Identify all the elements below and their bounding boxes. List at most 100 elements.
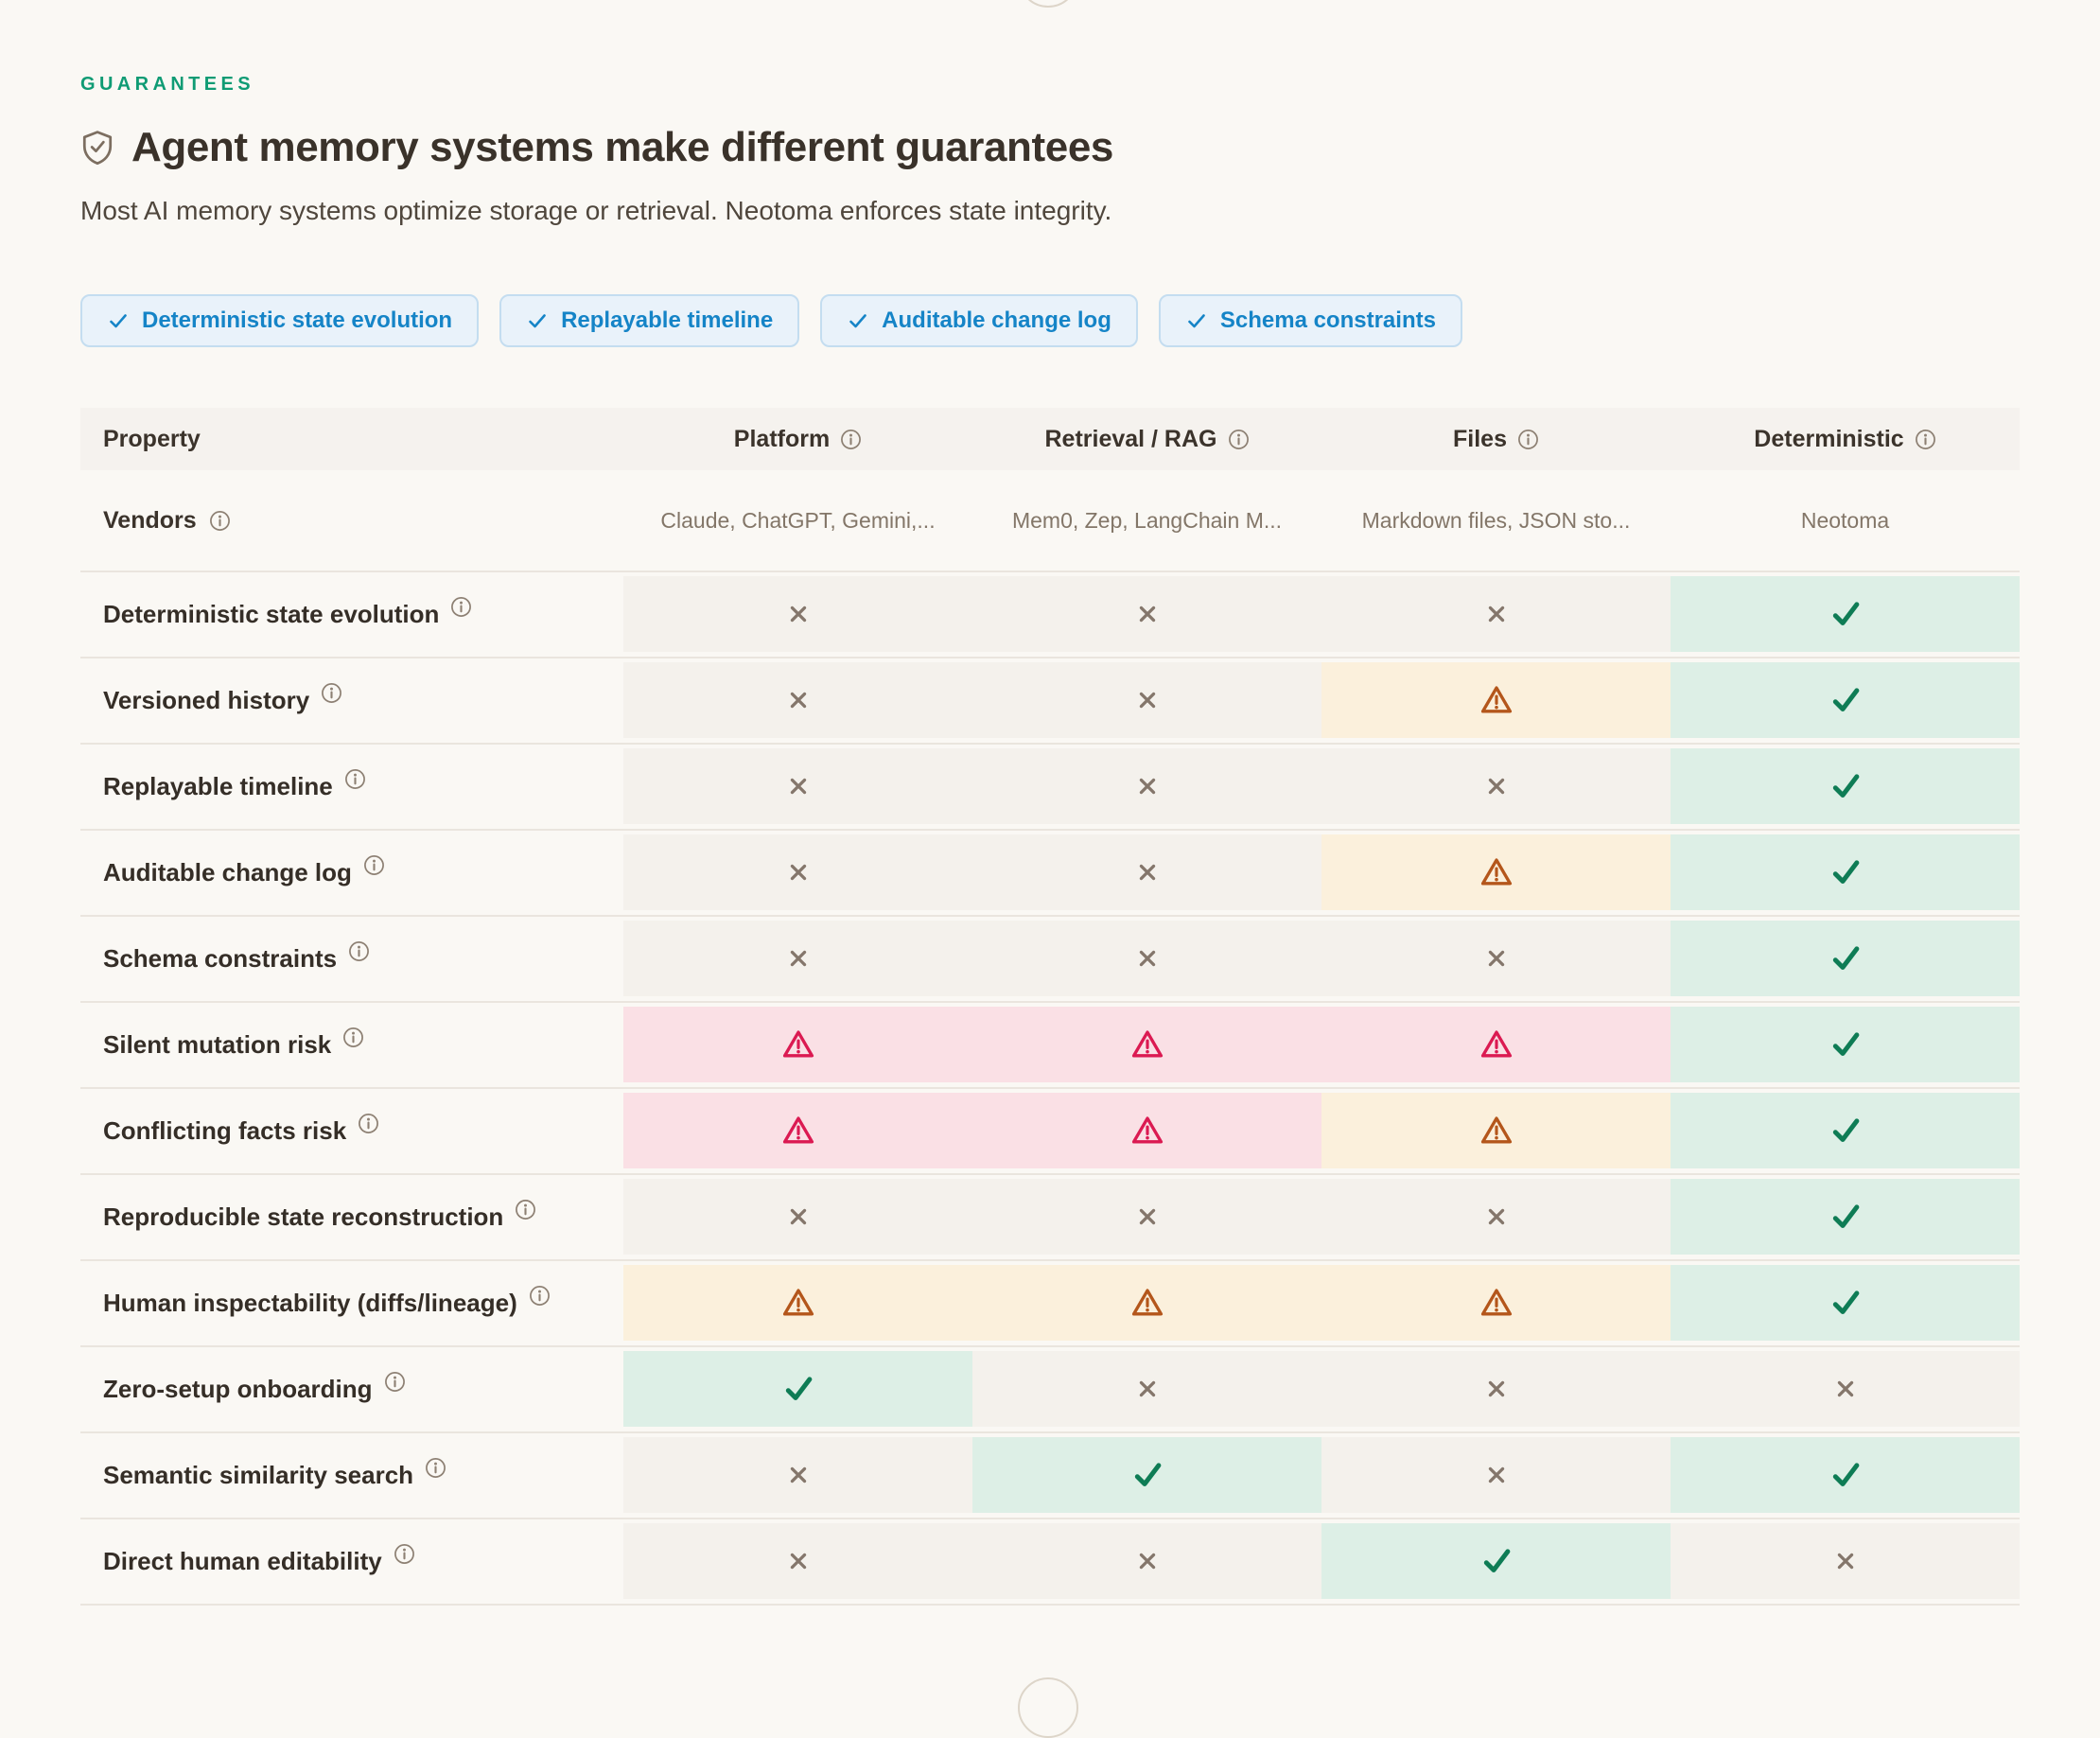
x-icon bbox=[1482, 1375, 1511, 1403]
table-row: Deterministic state evolution bbox=[80, 571, 2020, 657]
table-row: Reproducible state reconstruction bbox=[80, 1173, 2020, 1259]
property-label: Schema constraints bbox=[103, 944, 338, 973]
mark-cell bbox=[1671, 1523, 2020, 1599]
column-header-label: Deterministic bbox=[1754, 425, 1904, 452]
warning-icon bbox=[1479, 1027, 1514, 1062]
table-row: Zero-setup onboarding bbox=[80, 1345, 2020, 1431]
table-row: Auditable change log bbox=[80, 829, 2020, 915]
property-cell: Silent mutation risk bbox=[80, 1003, 623, 1087]
column-header: Property bbox=[80, 408, 623, 470]
column-header-label: Property bbox=[103, 425, 201, 452]
property-info-icon[interactable] bbox=[342, 1027, 364, 1048]
property-info-icon[interactable] bbox=[363, 854, 385, 876]
guarantee-chip[interactable]: Schema constraints bbox=[1158, 294, 1462, 347]
vendors-label-text: Vendors bbox=[103, 506, 197, 534]
table-row: Versioned history bbox=[80, 657, 2020, 743]
x-icon bbox=[784, 686, 813, 714]
mark-cell bbox=[972, 1437, 1321, 1513]
mark-cell bbox=[972, 576, 1321, 652]
property-cell: Semantic similarity search bbox=[80, 1433, 623, 1518]
mark-cell bbox=[1671, 1179, 2020, 1255]
check-icon bbox=[1828, 596, 1864, 632]
mark-cell bbox=[623, 1093, 972, 1168]
vendors-row: Vendors Claude, ChatGPT, Gemini,... Mem0, … bbox=[80, 470, 2020, 571]
warning-icon bbox=[1130, 1114, 1164, 1148]
x-icon bbox=[1482, 1203, 1511, 1231]
shield-check-icon bbox=[80, 130, 114, 166]
check-icon bbox=[1828, 1113, 1864, 1149]
guarantee-chip[interactable]: Replayable timeline bbox=[499, 294, 800, 347]
x-icon bbox=[1482, 944, 1511, 973]
vendor-names: Mem0, Zep, LangChain M... bbox=[972, 470, 1321, 571]
section-subtitle: Most AI memory systems optimize storage … bbox=[80, 196, 1112, 225]
property-info-icon[interactable] bbox=[321, 682, 342, 704]
mark-cell bbox=[1321, 1437, 1671, 1513]
mark-cell bbox=[972, 1093, 1321, 1168]
warning-icon bbox=[1130, 1027, 1164, 1062]
warning-icon bbox=[1479, 1114, 1514, 1148]
column-info-icon[interactable] bbox=[1517, 429, 1539, 450]
property-cell: Zero-setup onboarding bbox=[80, 1347, 623, 1431]
x-icon bbox=[1133, 772, 1162, 800]
check-icon bbox=[847, 309, 869, 332]
check-icon bbox=[526, 309, 549, 332]
property-info-icon[interactable] bbox=[515, 1199, 536, 1220]
property-label: Reproducible state reconstruction bbox=[103, 1203, 504, 1231]
mark-cell bbox=[1321, 1265, 1671, 1341]
section-eyebrow: GUARANTEES bbox=[80, 74, 255, 95]
mark-cell bbox=[1671, 1351, 2020, 1427]
column-header-label: Retrieval / RAG bbox=[1044, 425, 1217, 452]
check-icon bbox=[1828, 1285, 1864, 1321]
property-info-icon[interactable] bbox=[529, 1285, 551, 1307]
mark-cell bbox=[1671, 1007, 2020, 1082]
x-icon bbox=[784, 944, 813, 973]
mark-cell bbox=[623, 748, 972, 824]
property-info-icon[interactable] bbox=[384, 1371, 406, 1393]
x-icon bbox=[1482, 600, 1511, 628]
mark-cell bbox=[623, 1351, 972, 1427]
property-info-icon[interactable] bbox=[348, 940, 370, 962]
property-cell: Replayable timeline bbox=[80, 745, 623, 829]
mark-cell bbox=[1321, 921, 1671, 996]
property-label: Auditable change log bbox=[103, 858, 352, 887]
warning-icon bbox=[781, 1027, 815, 1062]
x-icon bbox=[784, 600, 813, 628]
mark-cell bbox=[972, 1523, 1321, 1599]
mark-cell bbox=[972, 1351, 1321, 1427]
check-icon bbox=[1828, 940, 1864, 976]
check-icon bbox=[1828, 1199, 1864, 1235]
x-icon bbox=[1831, 1375, 1860, 1403]
check-icon bbox=[1479, 1543, 1514, 1579]
x-icon bbox=[784, 1203, 813, 1231]
warning-icon bbox=[1479, 855, 1514, 889]
mark-cell bbox=[972, 1179, 1321, 1255]
vendors-info-icon[interactable] bbox=[209, 510, 231, 532]
warning-icon bbox=[781, 1286, 815, 1320]
mark-cell bbox=[1671, 1437, 2020, 1513]
warning-icon bbox=[781, 1114, 815, 1148]
column-info-icon[interactable] bbox=[840, 429, 862, 450]
warning-icon bbox=[1130, 1286, 1164, 1320]
mark-cell bbox=[972, 1007, 1321, 1082]
mark-cell bbox=[972, 834, 1321, 910]
property-info-icon[interactable] bbox=[344, 768, 366, 790]
x-icon bbox=[784, 772, 813, 800]
mark-cell bbox=[623, 662, 972, 738]
guarantee-chip[interactable]: Auditable change log bbox=[820, 294, 1138, 347]
section-divider-circle-bottom bbox=[1018, 1677, 1078, 1738]
x-icon bbox=[784, 1461, 813, 1489]
chip-label: Schema constraints bbox=[1219, 307, 1436, 333]
property-info-icon[interactable] bbox=[450, 596, 472, 618]
check-icon bbox=[1828, 854, 1864, 890]
guarantee-chip[interactable]: Deterministic state evolution bbox=[80, 294, 480, 347]
chip-label: Deterministic state evolution bbox=[142, 307, 453, 333]
property-info-icon[interactable] bbox=[358, 1113, 379, 1134]
property-info-icon[interactable] bbox=[394, 1543, 415, 1565]
column-header: Platform bbox=[623, 408, 972, 470]
column-info-icon[interactable] bbox=[1228, 429, 1250, 450]
column-info-icon[interactable] bbox=[1915, 429, 1936, 450]
property-info-icon[interactable] bbox=[425, 1457, 446, 1479]
table-row: Human inspectability (diffs/lineage) bbox=[80, 1259, 2020, 1345]
property-cell: Direct human editability bbox=[80, 1519, 623, 1604]
check-icon bbox=[1828, 682, 1864, 718]
